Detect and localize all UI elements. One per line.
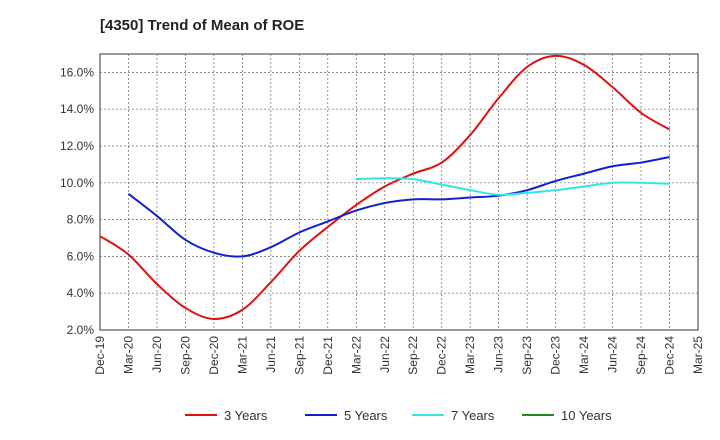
x-tick-label: Jun-24 <box>606 336 620 373</box>
legend-label-5-years: 5 Years <box>344 408 388 423</box>
x-axis-ticks: Dec-19 Mar-20 Jun-20 Sep-20 Dec-20 Mar-21 Jun-… <box>93 336 705 375</box>
x-tick-label: Sep-22 <box>406 336 420 375</box>
y-tick-label: 10.0% <box>60 176 94 190</box>
series-line-5-years <box>127 156 670 258</box>
x-tick-label: Dec-21 <box>321 336 335 375</box>
chart-title: [4350] Trend of Mean of ROE <box>100 17 304 34</box>
x-tick-label: Sep-20 <box>178 336 192 375</box>
legend-label-3-years: 3 Years <box>224 408 268 423</box>
y-tick-label: 6.0% <box>67 249 95 263</box>
x-tick-label: Jun-23 <box>492 336 506 373</box>
x-tick-label: Dec-22 <box>435 336 449 375</box>
x-tick-label: Mar-22 <box>349 336 363 374</box>
y-tick-label: 16.0% <box>60 65 94 79</box>
x-tick-label: Jun-22 <box>378 336 392 373</box>
x-tick-label: Dec-19 <box>93 336 107 375</box>
y-tick-label: 12.0% <box>60 139 94 153</box>
series-lines <box>99 54 671 320</box>
x-tick-label: Sep-21 <box>292 336 306 375</box>
series-line-3-years <box>99 54 671 320</box>
plot-area <box>99 53 699 331</box>
y-tick-label: 14.0% <box>60 102 94 116</box>
x-tick-label: Dec-24 <box>663 336 677 375</box>
x-tick-label: Jun-20 <box>150 336 164 373</box>
x-tick-label: Sep-24 <box>634 336 648 375</box>
x-tick-label: Sep-23 <box>520 336 534 375</box>
y-tick-label: 2.0% <box>67 323 95 337</box>
legend: 3 Years 5 Years 7 Years 10 Years <box>185 408 612 423</box>
series-line-7-years <box>356 177 670 196</box>
legend-label-10-years: 10 Years <box>561 408 612 423</box>
x-tick-label: Mar-21 <box>235 336 249 374</box>
y-tick-label: 4.0% <box>67 286 95 300</box>
legend-label-7-years: 7 Years <box>451 408 495 423</box>
x-tick-label: Dec-23 <box>549 336 563 375</box>
grid-lines <box>100 54 698 330</box>
x-tick-label: Mar-20 <box>121 336 135 374</box>
x-tick-label: Jun-21 <box>264 336 278 373</box>
x-tick-label: Dec-20 <box>207 336 221 375</box>
x-tick-label: Mar-24 <box>577 336 591 374</box>
y-axis-ticks: 2.0% 4.0% 6.0% 8.0% 10.0% 12.0% 14.0% 16.0% <box>60 65 94 337</box>
x-tick-label: Mar-23 <box>463 336 477 374</box>
y-tick-label: 8.0% <box>67 213 95 227</box>
x-tick-label: Mar-25 <box>691 336 705 374</box>
